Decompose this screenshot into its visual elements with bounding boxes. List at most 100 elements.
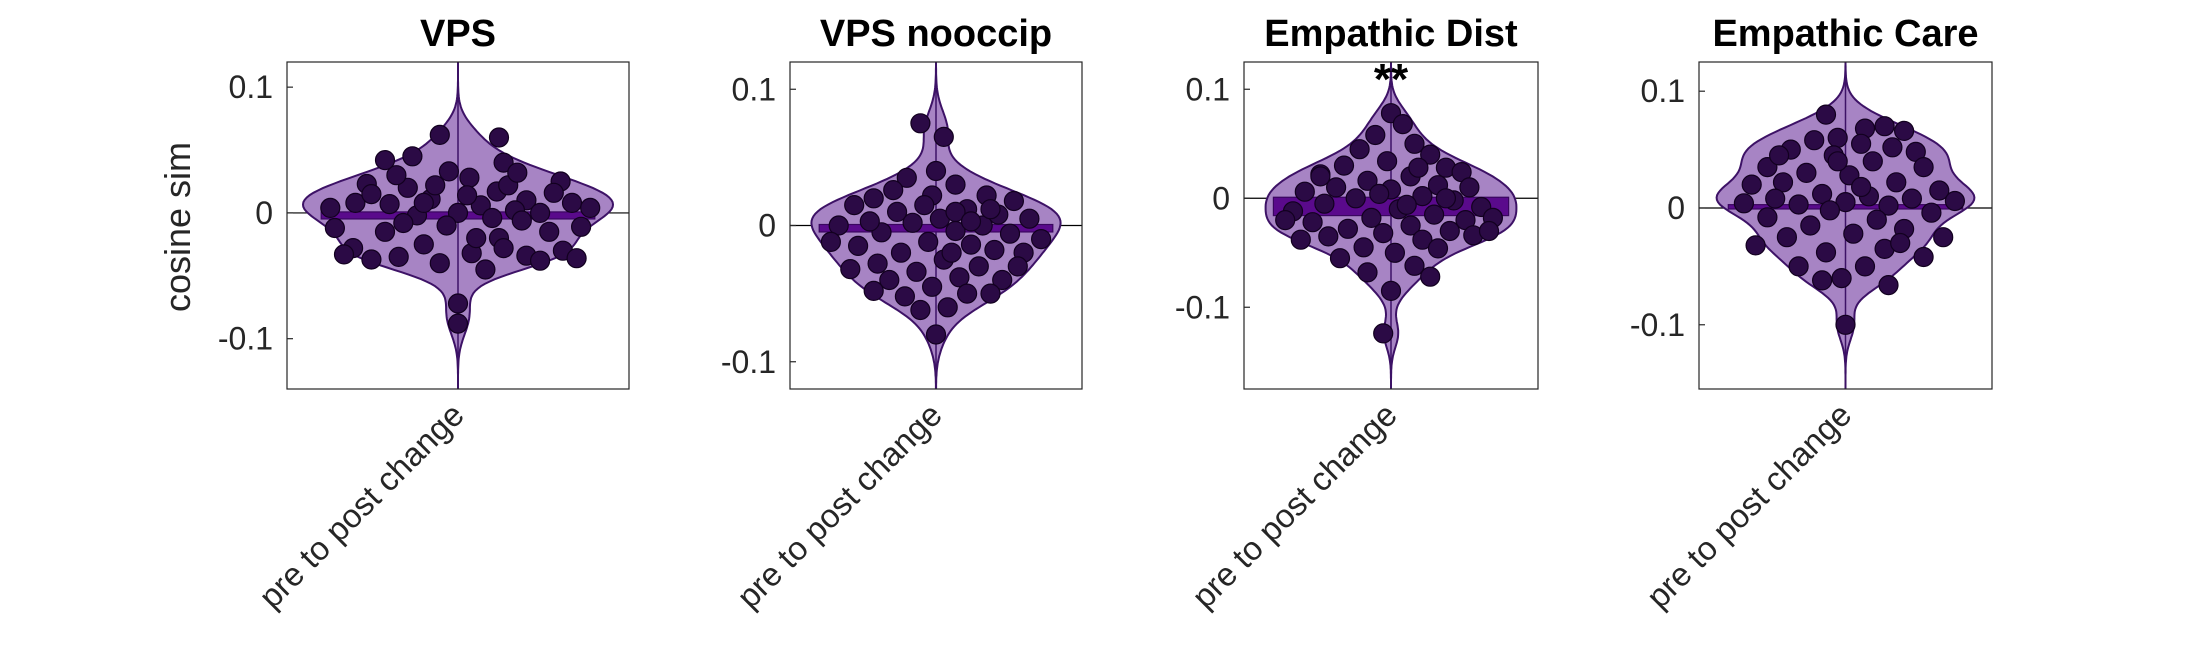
data-point — [1831, 268, 1852, 289]
data-point — [1365, 124, 1386, 146]
data-point — [438, 161, 459, 182]
data-point — [447, 293, 469, 314]
data-point — [949, 267, 970, 288]
data-point — [1944, 190, 1966, 212]
data-point — [1420, 266, 1441, 287]
y-axis-label: cosine sim — [157, 142, 198, 312]
data-point — [890, 242, 912, 263]
data-point — [529, 202, 551, 223]
panel-3: 0.1 0 -0.1 Empathic Dist** pre to post chang… — [1175, 13, 1539, 615]
data-point — [820, 231, 842, 252]
data-point — [1412, 229, 1433, 250]
data-point — [847, 235, 869, 256]
data-point — [543, 182, 564, 203]
data-point — [459, 167, 480, 188]
data-point — [1349, 139, 1370, 160]
data-point — [906, 261, 927, 282]
data-point — [1007, 256, 1028, 277]
data-point — [1357, 170, 1378, 191]
data-point — [470, 195, 491, 216]
data-point — [999, 223, 1021, 244]
data-point — [1376, 151, 1398, 172]
data-point — [1003, 190, 1025, 212]
data-point — [561, 192, 583, 213]
y-tick-label: 0.1 — [229, 69, 273, 105]
data-point — [867, 253, 888, 274]
data-point — [457, 185, 478, 206]
data-point — [879, 269, 900, 291]
data-point — [1745, 235, 1766, 256]
data-point — [1357, 262, 1378, 283]
y-tick-label: 0.1 — [732, 71, 776, 107]
data-point — [896, 167, 917, 188]
data-point — [1373, 323, 1394, 344]
data-point — [945, 201, 966, 222]
y-tick-label: -0.1 — [721, 344, 776, 380]
data-point — [844, 195, 865, 216]
panel-2: 0.1 0 -0.1 VPS nooccip pre to post change — [721, 13, 1083, 615]
data-point — [1408, 157, 1429, 178]
data-point — [1478, 220, 1500, 242]
significance-marker: ** — [1374, 55, 1409, 104]
data-point — [894, 286, 916, 307]
data-point — [1815, 242, 1837, 263]
data-point — [980, 199, 1001, 220]
data-point — [1275, 210, 1296, 231]
data-point — [1412, 186, 1433, 207]
data-point — [475, 259, 496, 280]
data-point — [1404, 255, 1425, 276]
data-point — [1353, 237, 1374, 258]
data-point — [984, 239, 1005, 261]
data-point — [1392, 113, 1413, 135]
data-point — [1302, 212, 1323, 233]
data-point — [493, 152, 514, 173]
data-point — [466, 228, 487, 249]
data-point — [1854, 256, 1876, 277]
data-point — [1741, 174, 1762, 195]
data-point — [1862, 151, 1883, 172]
y-tick-label: 0.1 — [1186, 71, 1230, 107]
data-point — [413, 234, 434, 255]
data-point — [1019, 208, 1040, 229]
data-point — [1318, 226, 1339, 247]
data-point — [925, 160, 947, 182]
panel-title: VPS — [420, 13, 496, 55]
data-point — [1788, 194, 1809, 215]
data-point — [1337, 218, 1359, 239]
x-tick-label: pre to post change — [251, 396, 470, 615]
data-point — [1901, 188, 1923, 209]
data-point — [1827, 127, 1848, 148]
data-point — [1404, 133, 1425, 154]
data-point — [933, 126, 954, 147]
data-point — [1929, 180, 1950, 201]
data-point — [1878, 195, 1899, 216]
data-point — [918, 231, 939, 252]
data-point — [570, 216, 592, 237]
data-point — [1921, 202, 1942, 223]
data-point — [1776, 227, 1798, 248]
data-point — [1439, 220, 1460, 242]
y-tick-label: -0.1 — [1175, 289, 1230, 325]
data-point — [1772, 172, 1794, 193]
data-point — [992, 269, 1013, 291]
data-point — [320, 197, 341, 218]
y-tick-label: 0 — [1212, 180, 1230, 216]
data-point — [910, 113, 931, 134]
data-point — [1420, 144, 1441, 165]
data-point — [1866, 209, 1887, 230]
data-point — [1796, 162, 1817, 183]
data-point — [937, 297, 958, 318]
data-point — [1874, 116, 1895, 137]
panel-title: VPS nooccip — [820, 13, 1052, 55]
data-point — [402, 146, 423, 167]
panel-1: 0.1 0 -0.1 VPS pre to post change — [218, 13, 630, 615]
data-point — [447, 313, 469, 334]
data-point — [1850, 133, 1872, 154]
data-point — [566, 248, 587, 269]
data-point — [374, 150, 396, 171]
data-point — [840, 259, 861, 280]
data-point — [1435, 188, 1457, 209]
data-point — [529, 250, 551, 271]
data-point — [1878, 275, 1899, 296]
